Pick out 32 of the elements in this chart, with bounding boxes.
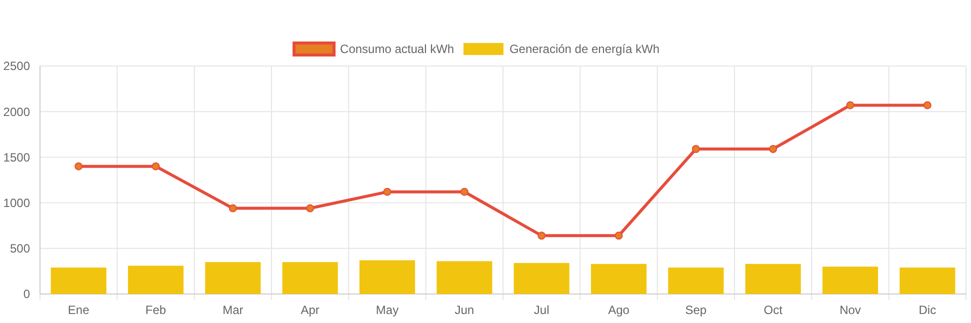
x-tick-label: Mar (222, 303, 244, 317)
legend-label: Generación de energía kWh (509, 42, 660, 56)
point (74, 162, 83, 170)
point (769, 144, 778, 153)
x-tick-label: Feb (145, 303, 166, 317)
y-tick-label: 0 (23, 287, 30, 302)
x-tick-label: May (376, 303, 399, 317)
point (692, 144, 700, 153)
x-tick-label: Dic (918, 303, 936, 317)
x-tick-label: Ene (68, 303, 90, 317)
point (538, 232, 546, 240)
x-tick-label: Jul (534, 303, 550, 317)
legend-label: Consumo actual kWh (340, 42, 454, 56)
point (228, 204, 237, 212)
y-tick-label: 500 (10, 242, 30, 256)
x-tick-label: Ago (608, 303, 630, 317)
point (383, 188, 392, 196)
x-tick-label: Nov (840, 303, 861, 317)
y-tick-label: 1000 (3, 196, 30, 210)
x-tick-label: Apr (300, 303, 320, 317)
y-tick-label: 2500 (3, 59, 30, 74)
x-tick-label: Jun (454, 303, 474, 317)
point (152, 162, 160, 170)
point (923, 101, 932, 110)
point (846, 101, 854, 110)
point (460, 188, 468, 196)
y-tick-label: 2000 (3, 104, 30, 119)
x-tick-label: Oct (764, 303, 784, 317)
point (614, 232, 623, 240)
x-tick-label: Sep (685, 303, 707, 317)
point (306, 204, 314, 212)
y-tick-label: 1500 (3, 150, 30, 164)
